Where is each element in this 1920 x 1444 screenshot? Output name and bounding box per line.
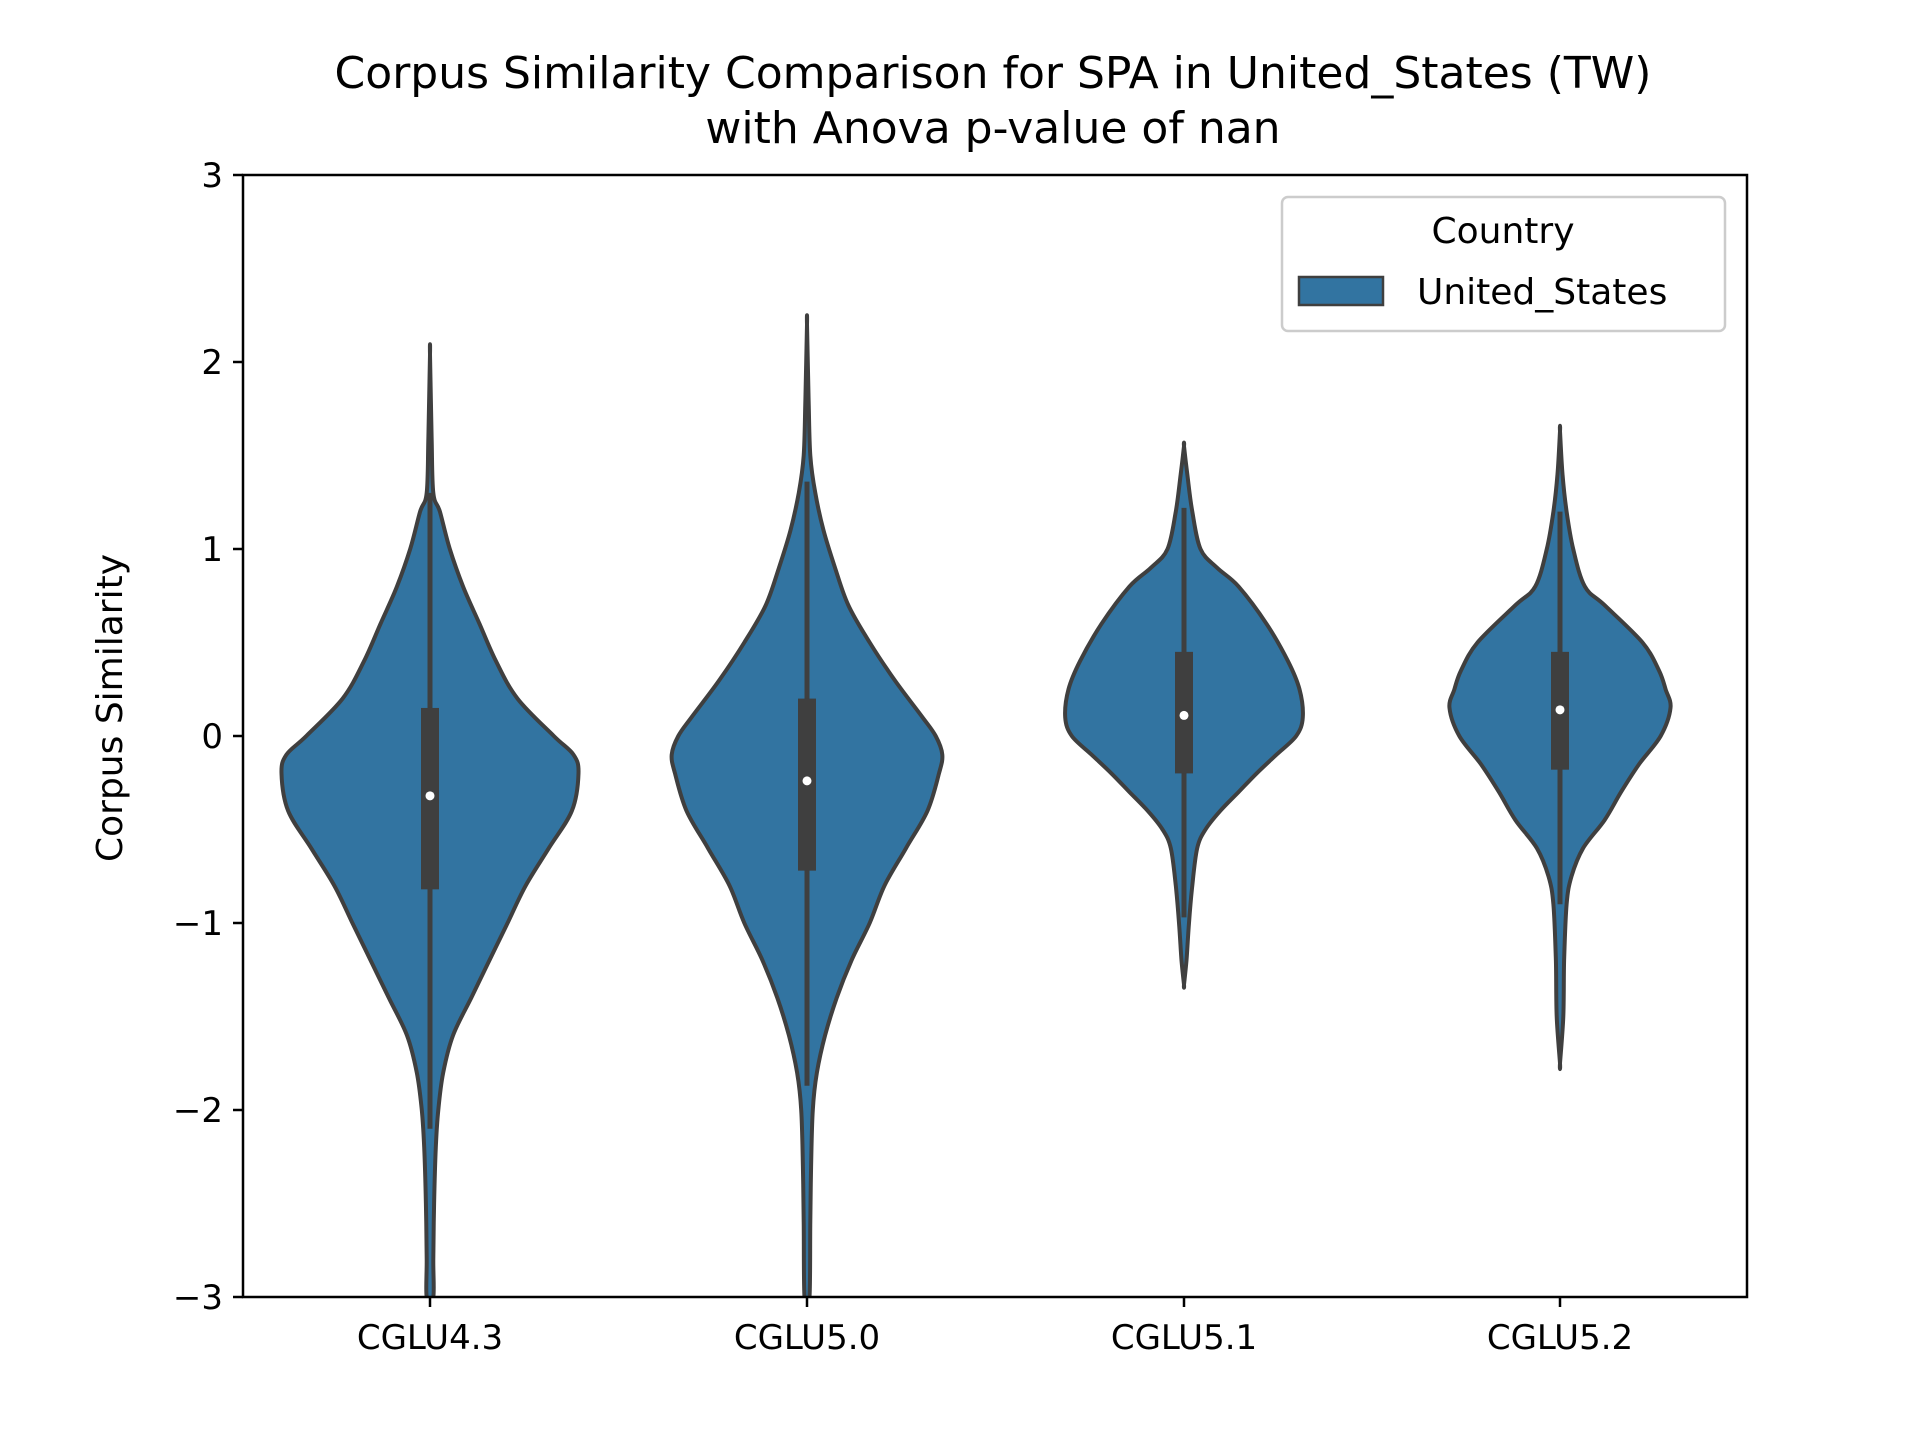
y-tick-label: 0	[201, 717, 223, 757]
x-tick-label: CGLU5.0	[734, 1318, 880, 1358]
x-tick-label: CGLU5.2	[1487, 1318, 1633, 1358]
legend-swatch	[1297, 275, 1385, 307]
violin-cglu4-3	[279, 342, 581, 1297]
x-tick-label: CGLU5.1	[1111, 1318, 1257, 1358]
violin-cglu5-2	[1447, 423, 1673, 1072]
chart-title-line-1: Corpus Similarity Comparison for SPA in …	[335, 48, 1652, 99]
violin-median	[425, 791, 435, 801]
y-tick-label: 2	[201, 343, 223, 383]
y-tick-label: −3	[173, 1278, 223, 1318]
violin-cglu5-0	[669, 313, 945, 1297]
legend-entry-label: United_States	[1417, 272, 1667, 313]
y-tick-label: 3	[201, 156, 223, 196]
chart-title-line-2: with Anova p-value of nan	[705, 103, 1280, 154]
plot-area	[279, 313, 1673, 1297]
legend-title: Country	[1431, 211, 1574, 252]
violin-median	[1555, 705, 1565, 715]
y-tick-label: −1	[173, 904, 223, 944]
violin-median	[802, 776, 812, 786]
y-tick-label: 1	[201, 530, 223, 570]
violin-cglu5-1	[1063, 440, 1305, 990]
x-tick-label: CGLU4.3	[357, 1318, 503, 1358]
violin-median	[1179, 710, 1189, 720]
legend: Country United_States	[1280, 195, 1727, 333]
axes: 3 2 1 0 −1 −2 −3 CGLU4.3 CGLU5.0 CGLU5.1 CGLU5.2	[173, 156, 1749, 1358]
y-axis-label: Corpus Similarity	[90, 554, 131, 862]
y-tick-label: −2	[173, 1091, 223, 1131]
legend-frame	[1280, 195, 1727, 333]
